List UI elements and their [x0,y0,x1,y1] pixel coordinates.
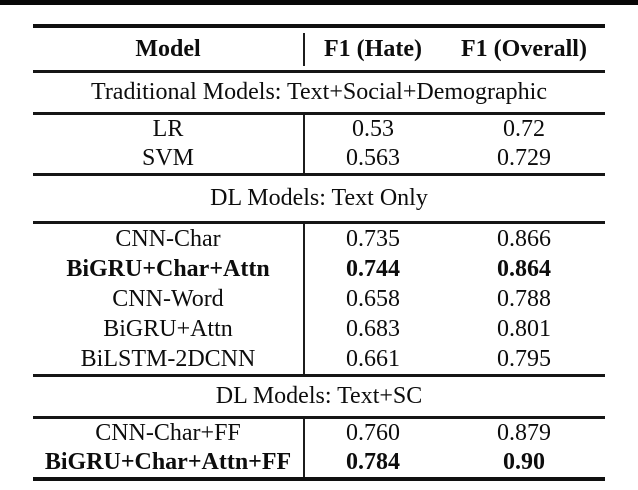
page-top-band [0,0,638,5]
table-rule [33,221,605,224]
section-title-dl-text-sc: DL Models: Text+SC [215,383,423,409]
section-title-traditional: Traditional Models: Text+Social+Demograp… [91,79,547,105]
data-block-dl-text-only: CNN-Char 0.735 0.866 BiGRU+Char+Attn 0.7… [33,224,605,374]
results-table: Model F1 (Hate) F1 (Overall) Traditional… [33,24,605,481]
model-cell: CNN-Char [115,226,221,252]
table-row: BiLSTM-2DCNN 0.661 0.795 [33,344,605,374]
f1-overall-cell: 0.788 [497,286,551,312]
model-cell: BiGRU+Char+Attn+FF [44,449,292,475]
f1-overall-cell: 0.866 [497,226,551,252]
table-rule [33,416,605,419]
f1-hate-cell: 0.735 [346,226,400,252]
table-top-rule [33,24,605,28]
table-row: BiGRU+Char+Attn+FF 0.784 0.90 [33,448,605,477]
model-cell: BiGRU+Attn [103,316,233,342]
table-row: BiGRU+Attn 0.683 0.801 [33,314,605,344]
table-rule [33,374,605,377]
f1-hate-cell: 0.661 [346,346,400,372]
table-bottom-rule [33,477,605,481]
column-divider [303,224,305,374]
f1-hate-cell: 0.784 [346,449,400,475]
f1-overall-cell: 0.864 [497,256,551,282]
f1-overall-cell: 0.90 [503,449,545,475]
f1-hate-cell: 0.683 [346,316,400,342]
table-row: LR 0.53 0.72 [33,115,605,144]
f1-hate-cell: 0.744 [346,256,400,282]
f1-hate-cell: 0.658 [346,286,400,312]
f1-overall-cell: 0.795 [497,346,551,372]
table-rule [33,112,605,115]
f1-overall-cell: 0.801 [497,316,551,342]
column-divider [303,115,305,173]
model-cell: BiLSTM-2DCNN [80,346,256,372]
table-row: BiGRU+Char+Attn 0.744 0.864 [33,254,605,284]
table-row: SVM 0.563 0.729 [33,144,605,173]
column-divider [303,419,305,477]
f1-hate-cell: 0.563 [346,145,400,171]
table-rule [33,70,605,73]
model-cell: CNN-Word [112,286,224,312]
col-header-f1-overall: F1 (Overall) [461,36,587,62]
model-cell: CNN-Char+FF [95,420,241,446]
model-cell: SVM [141,145,195,171]
f1-overall-cell: 0.72 [503,116,545,142]
f1-overall-cell: 0.879 [497,420,551,446]
table-rule [33,173,605,176]
f1-hate-cell: 0.760 [346,420,400,446]
table-row: CNN-Char+FF 0.760 0.879 [33,419,605,448]
col-header-f1-hate: F1 (Hate) [324,36,422,62]
data-block-dl-text-sc: CNN-Char+FF 0.760 0.879 BiGRU+Char+Attn+… [33,419,605,477]
f1-hate-cell: 0.53 [352,116,394,142]
model-cell: LR [152,116,184,142]
table-header-row: Model F1 (Hate) F1 (Overall) [33,28,605,70]
f1-overall-cell: 0.729 [497,145,551,171]
section-title-dl-text-only: DL Models: Text Only [210,185,428,211]
column-divider [303,33,305,66]
table-row: CNN-Word 0.658 0.788 [33,284,605,314]
model-cell: BiGRU+Char+Attn [66,256,270,282]
data-block-traditional: LR 0.53 0.72 SVM 0.563 0.729 [33,115,605,173]
table-row: CNN-Char 0.735 0.866 [33,224,605,254]
col-header-model: Model [135,36,201,62]
